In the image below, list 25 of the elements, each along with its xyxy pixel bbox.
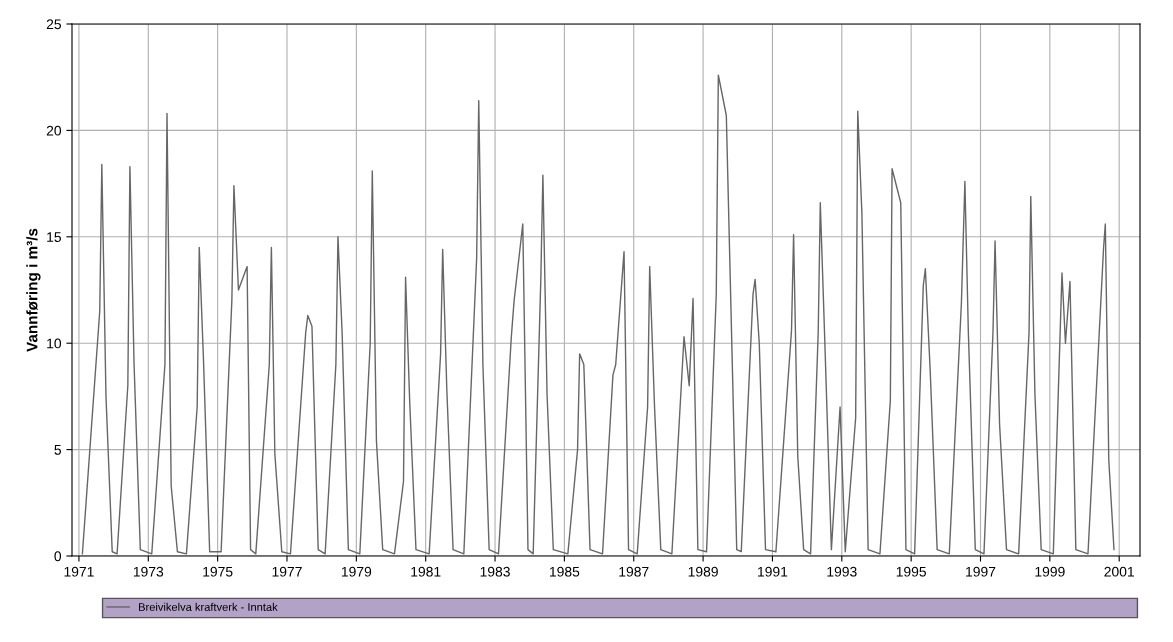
y-tick-label: 25: [46, 19, 61, 30]
y-tick-label: 0: [54, 551, 62, 562]
y-axis-title: Vannføring i m³/s: [26, 228, 41, 352]
x-tick-label: 1999: [1035, 566, 1065, 577]
y-tick-label: 10: [47, 338, 62, 349]
x-tick-label: 2001: [1104, 566, 1134, 577]
y-tick-label: 5: [54, 445, 61, 455]
x-tick-label: 1979: [341, 566, 372, 577]
legend-label: Breivikelva kraftverk - Inntak: [139, 602, 278, 611]
x-tick-label: 1995: [896, 566, 927, 577]
x-tick-label: 1991: [758, 566, 788, 577]
x-tick-label: 1981: [411, 566, 441, 577]
x-tick-label: 1987: [619, 566, 649, 577]
x-tick-label: 1985: [550, 566, 580, 577]
line-series: [81, 74, 1115, 555]
x-tick-label: 1997: [966, 566, 996, 577]
x-tick-label: 1993: [827, 566, 857, 577]
x-tick-label: 1973: [133, 566, 164, 577]
y-tick-label: 20: [46, 125, 62, 136]
x-tick-label: 1989: [688, 566, 718, 577]
x-tick-label: 1977: [272, 566, 302, 577]
x-tick-label: 1983: [480, 566, 510, 577]
x-tick-label: 1975: [203, 566, 233, 577]
y-tick-label: 15: [47, 232, 61, 242]
x-tick-label: 1971: [64, 566, 94, 577]
